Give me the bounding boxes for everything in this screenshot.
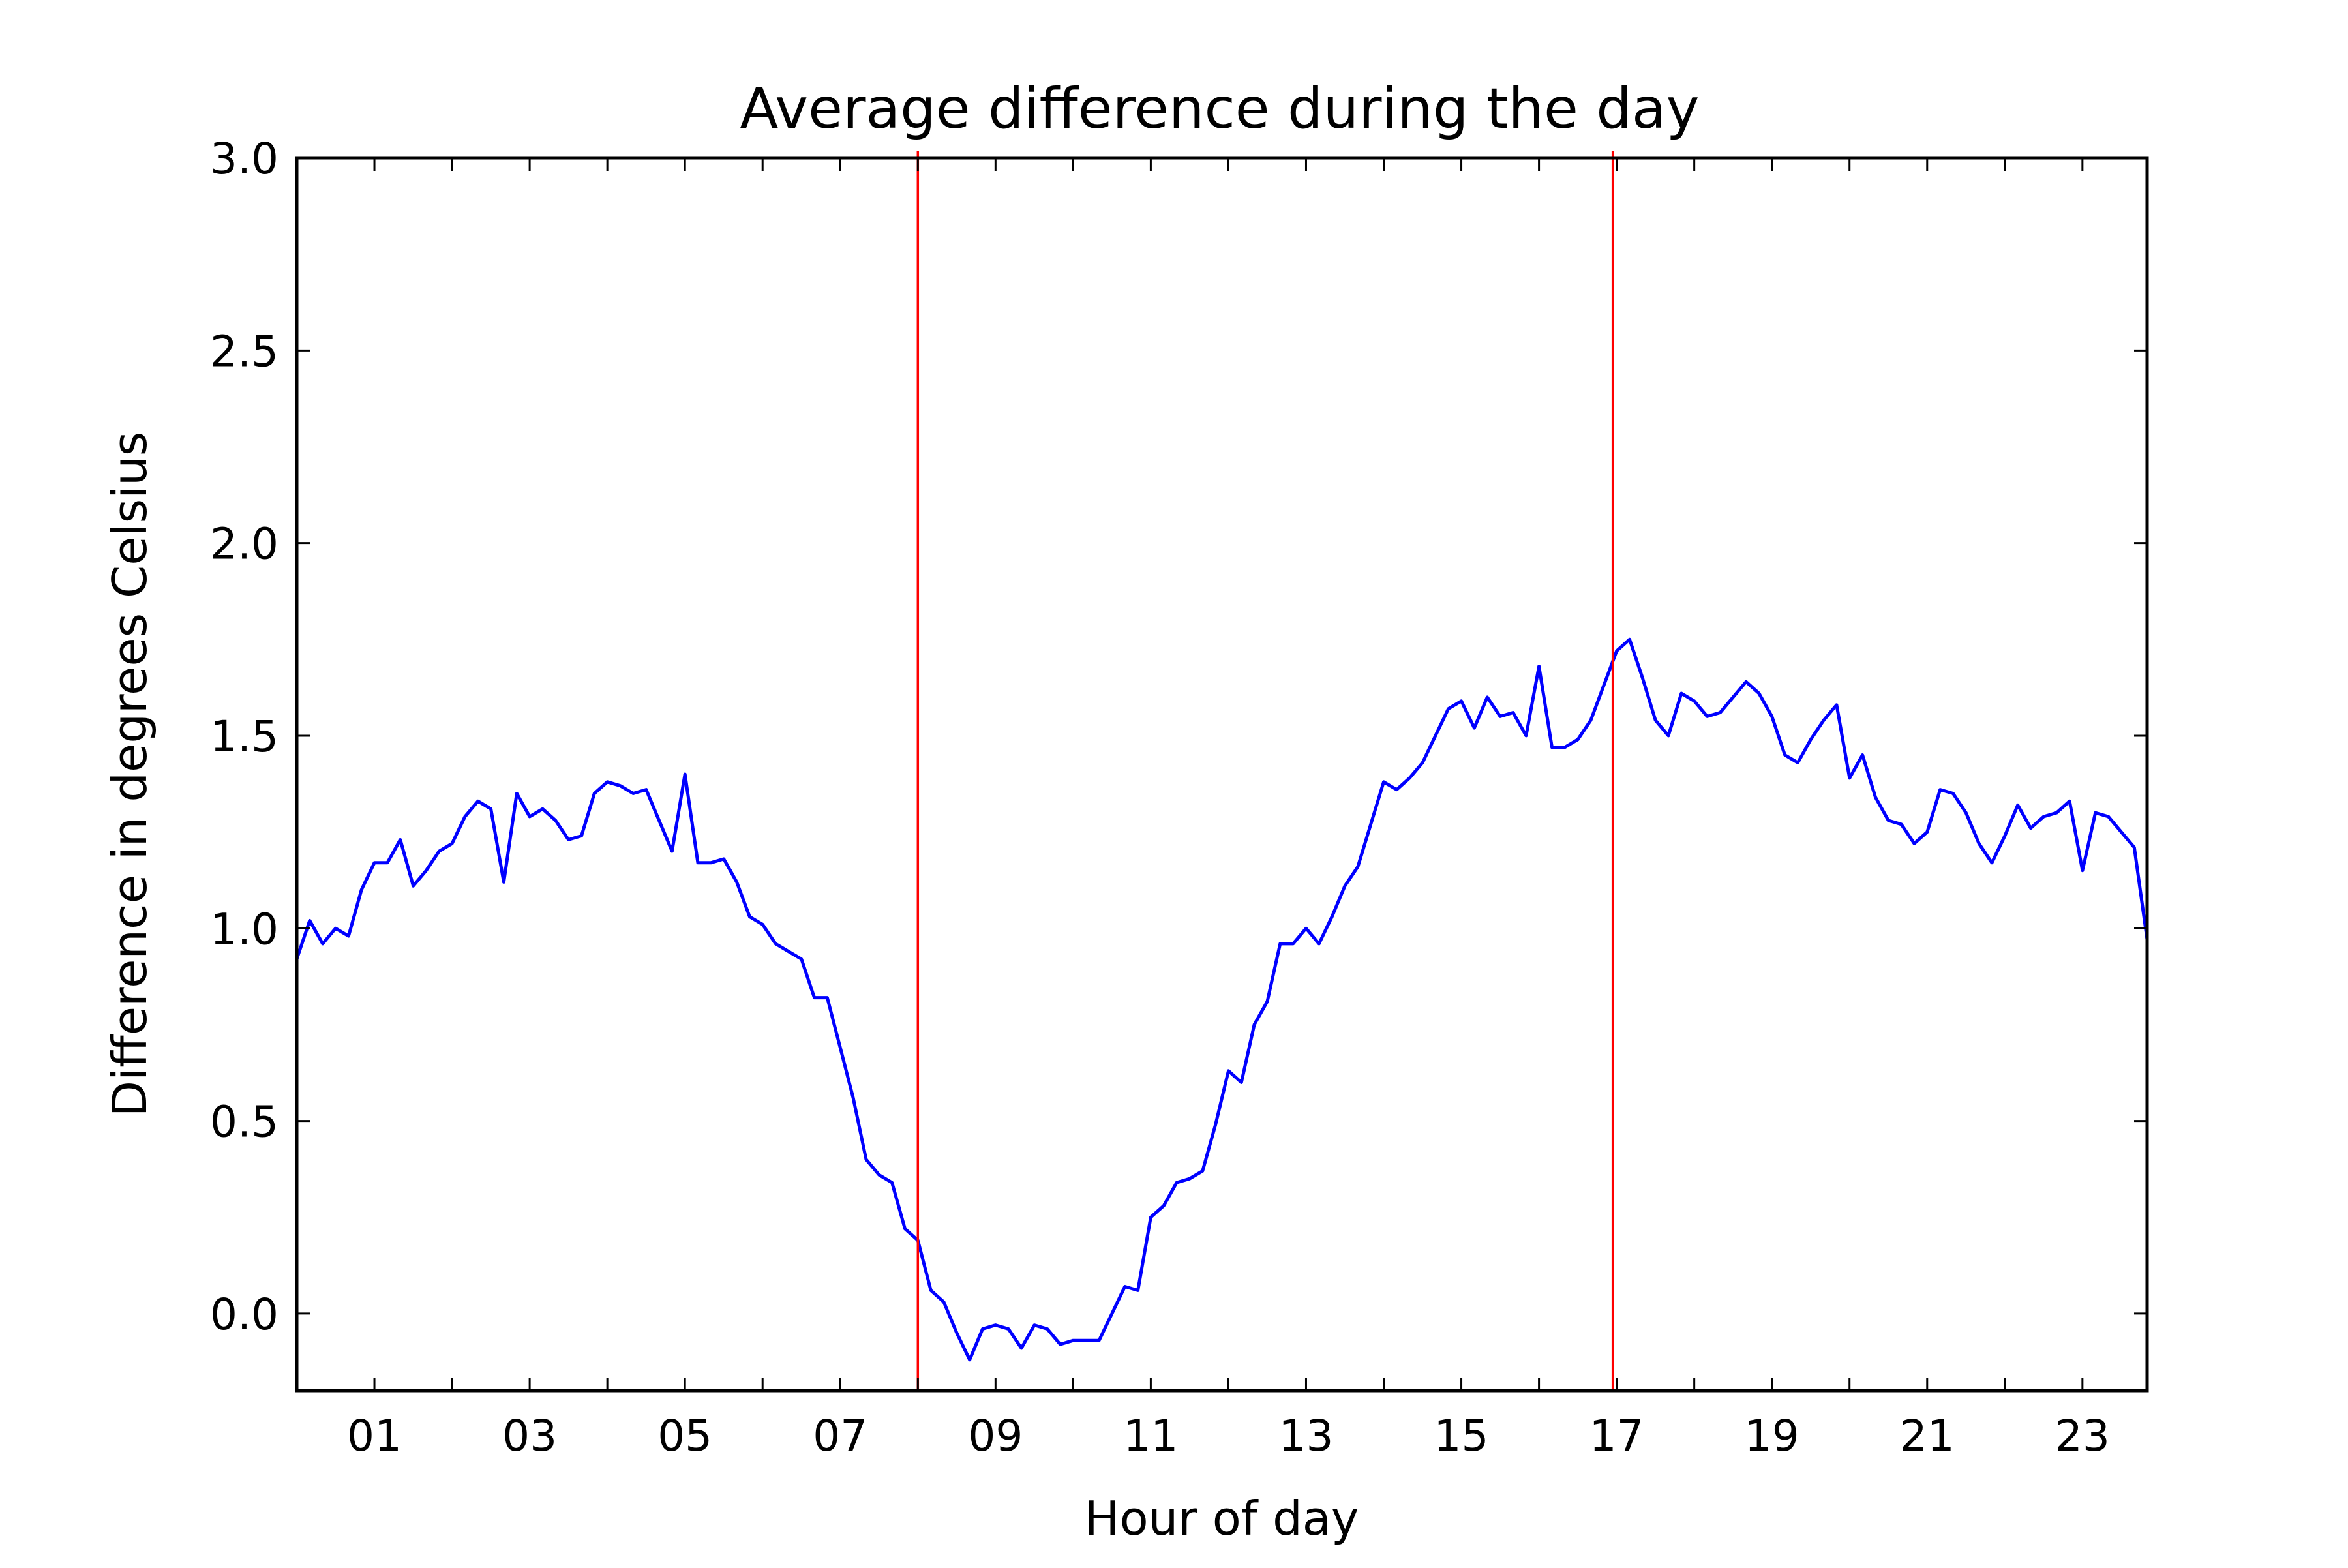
axis-ticks: 01 03 05 07 09 11 13 15 17 19 21 23 0.0 0.5 1.0 1.5 2.0 2… xyxy=(210,134,2147,1461)
x-tick-label: 03 xyxy=(502,1411,557,1461)
x-tick-label: 23 xyxy=(2055,1411,2110,1461)
x-tick-label: 07 xyxy=(813,1411,867,1461)
chart-title: Average difference during the day xyxy=(740,76,1700,142)
plot-frame xyxy=(295,156,2149,1393)
y-tick-label: 1.0 xyxy=(210,904,278,954)
y-tick-label: 3.0 xyxy=(210,134,278,184)
x-tick-label: 17 xyxy=(1589,1411,1644,1461)
x-tick-label: 19 xyxy=(1745,1411,1799,1461)
x-tick-label: 09 xyxy=(968,1411,1023,1461)
y-tick-label: 2.0 xyxy=(210,519,278,569)
y-tick-label: 1.5 xyxy=(210,712,278,762)
x-axis-label: Hour of day xyxy=(1084,1491,1359,1546)
x-tick-label: 15 xyxy=(1434,1411,1489,1461)
series-line-0 xyxy=(297,637,2147,1362)
x-tick-label: 21 xyxy=(1900,1411,1955,1461)
x-tick-label: 11 xyxy=(1123,1411,1178,1461)
y-axis-label: Difference in degrees Celsius xyxy=(102,432,157,1117)
plot-clip-group xyxy=(297,637,2147,1362)
y-tick-label: 0.5 xyxy=(210,1097,278,1147)
y-tick-label: 0.0 xyxy=(210,1289,278,1340)
plot-area xyxy=(297,151,2147,1391)
x-tick-label: 05 xyxy=(657,1411,712,1461)
y-tick-label: 2.5 xyxy=(210,326,278,376)
x-tick-label: 13 xyxy=(1278,1411,1333,1461)
x-tick-label: 01 xyxy=(347,1411,402,1461)
